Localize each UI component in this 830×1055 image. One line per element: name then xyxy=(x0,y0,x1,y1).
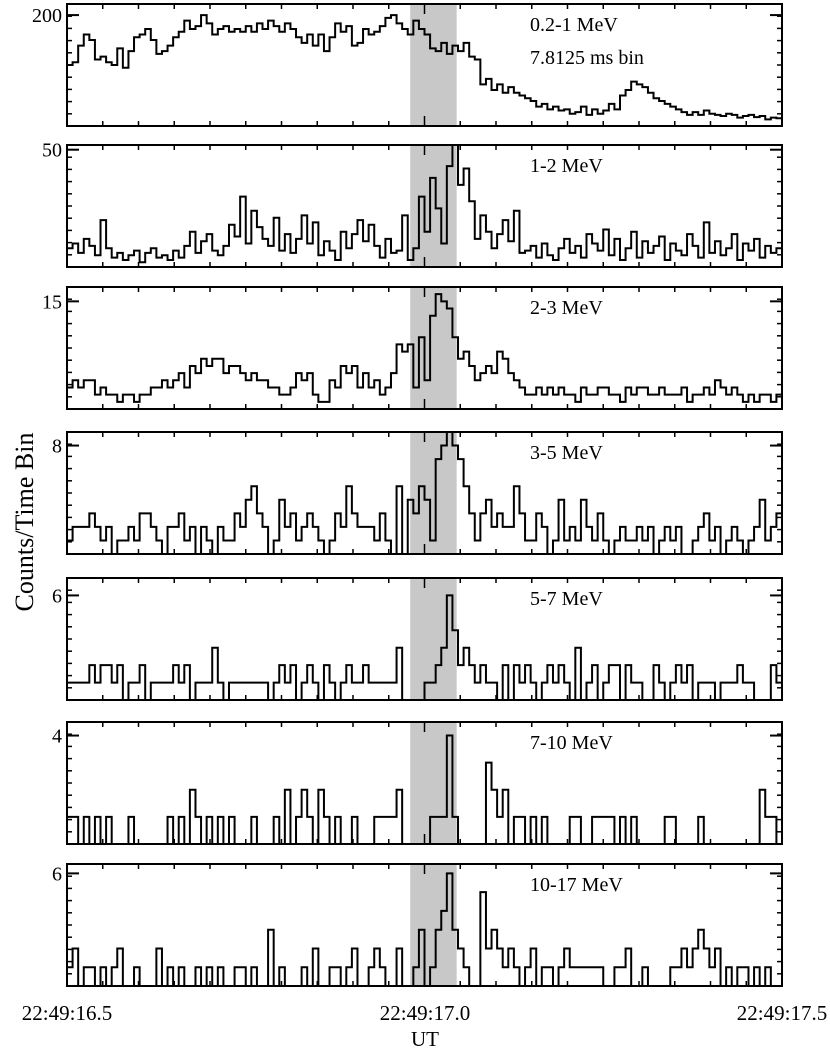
series-step-line xyxy=(67,14,782,121)
panel-bin-label: 7.8125 ms bin xyxy=(530,47,644,69)
panel-energy-label: 2-3 MeV xyxy=(530,297,603,319)
panel-energy-label: 7-10 MeV xyxy=(530,732,613,754)
series-step-line xyxy=(67,734,782,845)
y-tick-label: 4 xyxy=(52,726,62,748)
y-axis-label: Counts/Time Bin xyxy=(10,433,39,612)
y-tick-label: 6 xyxy=(52,863,62,885)
series-step-line xyxy=(67,431,782,555)
shaded-interval-band xyxy=(410,287,457,409)
x-tick-label-middle: 22:49:17.0 xyxy=(380,1001,470,1025)
panel-energy-label: 10-17 MeV xyxy=(530,874,623,896)
panel-energy-label: 5-7 MeV xyxy=(530,588,603,610)
y-tick-label: 200 xyxy=(32,5,62,27)
y-tick-label: 8 xyxy=(52,436,62,458)
series-step-line xyxy=(67,144,782,264)
panel-energy-label: 1-2 MeV xyxy=(530,155,603,177)
shaded-interval-band xyxy=(410,722,457,844)
x-tick-label-end: 22:49:17.5 xyxy=(737,1001,827,1025)
x-tick-label-start: 22:49:16.5 xyxy=(22,1001,112,1025)
y-tick-label: 6 xyxy=(52,585,62,607)
panels-group: 200 0.2-1 MeV 7.8125 ms bin 50 1-2 MeV 15 2-3 … xyxy=(32,3,783,987)
panel-energy-label: 0.2-1 MeV xyxy=(530,14,618,36)
shaded-interval-band xyxy=(410,432,457,554)
y-tick-label: 50 xyxy=(42,140,62,162)
shaded-interval-band xyxy=(410,578,457,700)
y-tick-label: 15 xyxy=(42,291,62,313)
shaded-interval-band xyxy=(410,4,457,126)
panel-energy-label: 3-5 MeV xyxy=(530,442,603,464)
series-step-line xyxy=(67,293,782,403)
x-axis-label: UT xyxy=(411,1027,439,1051)
